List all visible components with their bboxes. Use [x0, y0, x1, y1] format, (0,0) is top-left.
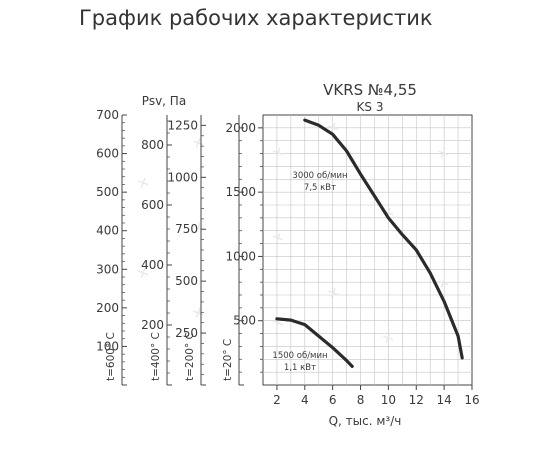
x-tick-label: 8	[357, 393, 365, 407]
temp-axis-label: t=200° C	[184, 332, 196, 381]
page-title: График рабочих характеристик	[79, 6, 433, 30]
chart-subtitle: KS 3	[357, 100, 384, 114]
temp-axis-label: t=600° C	[105, 332, 117, 381]
temp-axis-tick-label: 1250	[167, 118, 198, 132]
watermark-glyph: ✕	[270, 144, 287, 163]
series-2-label-speed: 1500 об/мин	[272, 351, 327, 361]
watermark-glyph: ✕	[270, 314, 287, 333]
series-1-label-power: 7,5 кВт	[304, 183, 336, 193]
plot-area-frame	[262, 114, 473, 386]
pressure-axes-group: 500100015002000100200300400500600700t=60…	[96, 108, 263, 386]
y-axis-label: Psv, Па	[142, 94, 186, 108]
x-tick-label: 2	[273, 393, 281, 407]
series-2-label-power: 1,1 кВт	[284, 363, 316, 373]
x-tick-label: 14	[436, 393, 451, 407]
temp-axis-tick-label: 100	[96, 339, 119, 353]
temp-axis-tick-label: 600	[141, 198, 164, 212]
series-group	[275, 118, 464, 368]
series-1-curve	[303, 118, 464, 360]
x-tick-label: 4	[301, 393, 309, 407]
x-tick-label: 10	[381, 393, 396, 407]
x-axis: 2 4 6 8 10 12 14 16	[273, 385, 480, 407]
temp-axis-tick-label: 500	[175, 274, 198, 288]
watermark-glyph: ✕	[190, 134, 207, 153]
x-tick-label: 12	[409, 393, 424, 407]
temp-axis-tick-label: 800	[141, 138, 164, 152]
chart-title: VKRS №4,55	[323, 81, 417, 99]
temp-axis-tick-label: 300	[96, 262, 119, 276]
x-axis-label: Q, тыс. м³/ч	[329, 414, 402, 428]
plot-grid	[263, 115, 472, 385]
temp-axis-tick-label: 600	[96, 147, 119, 161]
temp-axis-tick-label: 500	[96, 185, 119, 199]
watermark-glyph: ✕	[380, 329, 397, 348]
temp-axis-tick-label: 250	[175, 326, 198, 340]
series-1-label-speed: 3000 об/мин	[292, 171, 347, 181]
watermark-glyph: ✕	[135, 174, 152, 193]
temp-axis-tick-label: 1000	[167, 170, 198, 184]
watermark-glyph: ✕	[270, 229, 287, 248]
temp-axis-tick-label: 400	[141, 258, 164, 272]
temp-axis-tick-label: 200	[96, 301, 119, 315]
watermark-glyph: ✕	[190, 304, 207, 323]
watermark-glyph: ✕	[325, 284, 342, 303]
y-tick-label: 500	[233, 314, 256, 328]
temp-axis-label: t=400° C	[150, 332, 162, 381]
temp-axis-tick-label: 400	[96, 224, 119, 238]
temp-axis-label: t=20° C	[222, 339, 234, 381]
x-tick-label: 6	[329, 393, 337, 407]
temp-axis-tick-label: 200	[141, 318, 164, 332]
temp-axis-tick-label: 750	[175, 222, 198, 236]
watermark-glyph: ✕	[435, 144, 452, 163]
x-tick-label: 16	[464, 393, 479, 407]
temp-axis-tick-label: 700	[96, 108, 119, 122]
series-2-curve	[275, 317, 354, 368]
